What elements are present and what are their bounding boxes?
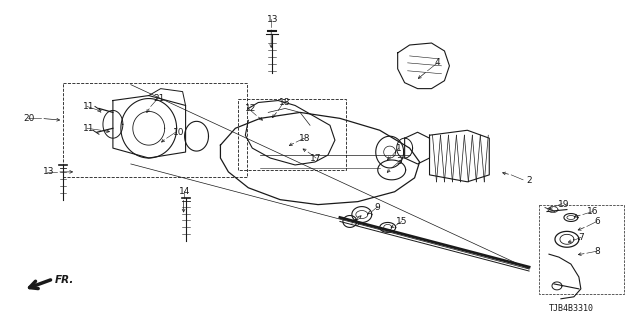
Text: 19: 19 [558,200,570,209]
Text: 9: 9 [375,203,381,212]
Text: TJB4B3310: TJB4B3310 [548,304,593,313]
Text: 17: 17 [310,154,322,163]
Text: 18: 18 [280,98,291,107]
Text: 15: 15 [396,217,408,226]
Bar [539,204,623,294]
Text: 6: 6 [594,217,600,226]
Text: 16: 16 [587,207,598,216]
Text: 8: 8 [594,247,600,256]
Text: 13: 13 [266,15,278,24]
Text: 12: 12 [244,104,256,113]
Text: 4: 4 [435,58,440,67]
Text: 11: 11 [83,102,95,111]
Text: 2: 2 [526,176,532,185]
Text: 1: 1 [396,144,401,153]
Bar [238,99,346,170]
Text: 11: 11 [83,124,95,133]
Text: 18: 18 [300,134,311,143]
Bar [63,83,247,177]
Text: 3: 3 [396,157,401,166]
Text: 14: 14 [179,187,190,196]
Text: 7: 7 [578,233,584,242]
Text: 21: 21 [153,94,164,103]
Text: 10: 10 [173,128,184,137]
Text: 5: 5 [353,219,358,228]
Text: FR.: FR. [55,275,74,285]
Text: 20: 20 [24,114,35,123]
Text: 13: 13 [44,167,55,176]
